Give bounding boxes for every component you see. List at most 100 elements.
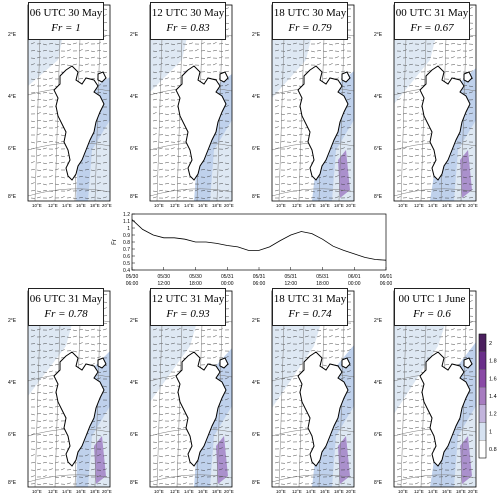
lat-label: 4°E — [374, 380, 383, 386]
lon-label: 20°E — [102, 203, 112, 208]
map-panel: 2°E 4°E 6°E 8°E 10°E 12°E 14°E 16°E 18°E 20°E 00 U… — [372, 0, 490, 208]
lon-label: 10°E — [276, 203, 286, 208]
lat-label: 8°E — [252, 194, 261, 200]
lat-label: 6°E — [8, 146, 17, 152]
lon-label: 16°E — [76, 489, 86, 494]
lon-label: 16°E — [442, 203, 452, 208]
lon-label: 10°E — [398, 203, 408, 208]
fr-ytick-label: 0.5 — [123, 261, 130, 267]
colorbar-label: 1 — [489, 429, 492, 435]
map-panel: 2°E 4°E 6°E 8°E 10°E 12°E 14°E 16°E 18°E 20°E 12 U… — [128, 0, 246, 208]
lon-label: 12°E — [414, 489, 424, 494]
lon-label: 12°E — [292, 489, 302, 494]
colorbar-label: 0.8 — [489, 447, 497, 453]
colorbar-swatch — [478, 422, 487, 441]
fr-ytick-label: 0.7 — [123, 247, 130, 253]
map-panel: 2°E 4°E 6°E 8°E 10°E 12°E 14°E 16°E 18°E 20°E 00 U… — [372, 286, 490, 494]
colorbar-swatch — [478, 440, 487, 459]
fr-ylabel: Fr — [112, 239, 118, 245]
colorbar-label: 2 — [489, 341, 492, 347]
lon-label: 20°E — [346, 489, 356, 494]
fr-xtick-time: 00:00 — [348, 281, 361, 287]
lat-label: 8°E — [130, 480, 139, 486]
fr-xtick-date: 05/30 — [157, 274, 170, 280]
lon-label: 14°E — [184, 203, 194, 208]
map-panel: 2°E 4°E 6°E 8°E 10°E 12°E 14°E 16°E 18°E 20°E 06 U… — [6, 0, 124, 208]
lat-label: 4°E — [252, 380, 261, 386]
panel-froude-label: Fr = 0.93 — [166, 308, 210, 320]
lon-label: 16°E — [320, 203, 330, 208]
lat-label: 4°E — [130, 380, 139, 386]
map-panel: 2°E 4°E 6°E 8°E 10°E 12°E 14°E 16°E 18°E 20°E 18 U… — [250, 0, 368, 208]
fr-xtick-date: 05/31 — [253, 274, 266, 280]
fr-xtick-time: 18:00 — [189, 281, 202, 287]
lon-label: 18°E — [456, 203, 466, 208]
lon-label: 20°E — [224, 489, 234, 494]
panel-froude-label: Fr = 0.78 — [44, 308, 88, 320]
lon-label: 18°E — [90, 203, 100, 208]
lon-label: 10°E — [32, 489, 42, 494]
fr-ytick-label: 0.6 — [123, 254, 130, 260]
colorbar-swatch — [478, 351, 487, 370]
lon-label: 16°E — [198, 489, 208, 494]
lat-label: 2°E — [8, 318, 17, 324]
lon-label: 18°E — [456, 489, 466, 494]
lon-label: 10°E — [154, 203, 164, 208]
panel-time-label: 12 UTC 31 May — [151, 293, 225, 305]
colorbar-label: 1.4 — [489, 394, 497, 400]
panel-title-box: 06 UTC 31 May Fr = 0.78 — [28, 288, 104, 326]
lat-label: 4°E — [8, 380, 17, 386]
lat-label: 4°E — [8, 94, 17, 100]
lat-label: 4°E — [252, 94, 261, 100]
lat-label: 8°E — [374, 480, 383, 486]
lon-label: 14°E — [62, 203, 72, 208]
panel-title-box: 00 UTC 1 June Fr = 0.6 — [394, 288, 470, 326]
lon-label: 18°E — [334, 489, 344, 494]
panel-title-box: 12 UTC 31 May Fr = 0.93 — [150, 288, 226, 326]
lat-label: 4°E — [374, 94, 383, 100]
fr-ytick-label: 1.2 — [123, 212, 130, 218]
lat-label: 2°E — [252, 318, 261, 324]
lon-label: 16°E — [320, 489, 330, 494]
lat-label: 2°E — [8, 32, 17, 38]
map-panel: 2°E 4°E 6°E 8°E 10°E 12°E 14°E 16°E 18°E 20°E 06 U… — [6, 286, 124, 494]
lat-label: 2°E — [252, 32, 261, 38]
lon-label: 16°E — [442, 489, 452, 494]
panel-froude-label: Fr = 1 — [51, 22, 81, 34]
colorbar-label: 1.2 — [489, 412, 497, 418]
lat-label: 8°E — [8, 480, 17, 486]
fr-xtick-date: 06/01 — [348, 274, 361, 280]
fr-xtick-date: 06/01 — [380, 274, 392, 280]
lon-label: 20°E — [102, 489, 112, 494]
lon-label: 12°E — [414, 203, 424, 208]
panel-time-label: 00 UTC 1 June — [398, 293, 466, 305]
lon-label: 12°E — [48, 203, 58, 208]
fr-ytick-label: 0.8 — [123, 240, 130, 246]
lon-label: 14°E — [306, 203, 316, 208]
colorbar-swatch — [478, 333, 487, 352]
lon-label: 14°E — [428, 203, 438, 208]
froude-number-timeseries: 1.2 1.1 1 0.9 0.8 0.7 0.6 0.5 0.4 Fr 05/30 06:00 05/… — [110, 208, 392, 300]
lon-label: 20°E — [224, 203, 234, 208]
panel-title-box: 00 UTC 31 May Fr = 0.67 — [394, 2, 470, 40]
lon-label: 20°E — [468, 203, 478, 208]
panel-froude-label: Fr = 0.83 — [166, 22, 210, 34]
lat-label: 6°E — [252, 146, 261, 152]
lat-label: 2°E — [374, 318, 383, 324]
fr-xtick-date: 05/31 — [284, 274, 297, 280]
fr-xtick-date: 05/30 — [189, 274, 202, 280]
lon-label: 16°E — [198, 203, 208, 208]
lon-label: 10°E — [276, 489, 286, 494]
fr-xtick-time: 06:00 — [126, 281, 139, 287]
panel-froude-label: Fr = 0.74 — [288, 308, 332, 320]
colorbar-swatch — [478, 369, 487, 388]
lat-label: 2°E — [374, 32, 383, 38]
lon-label: 14°E — [306, 489, 316, 494]
panel-time-label: 18 UTC 30 May — [273, 7, 347, 19]
colorbar-label: 1.6 — [489, 376, 497, 382]
lon-label: 12°E — [48, 489, 58, 494]
map-panel: 2°E 4°E 6°E 8°E 10°E 12°E 14°E 16°E 18°E 20°E 12 U… — [128, 286, 246, 494]
fr-xtick-time: 18:00 — [316, 281, 329, 287]
lon-label: 20°E — [346, 203, 356, 208]
panel-froude-label: Fr = 0.79 — [288, 22, 332, 34]
